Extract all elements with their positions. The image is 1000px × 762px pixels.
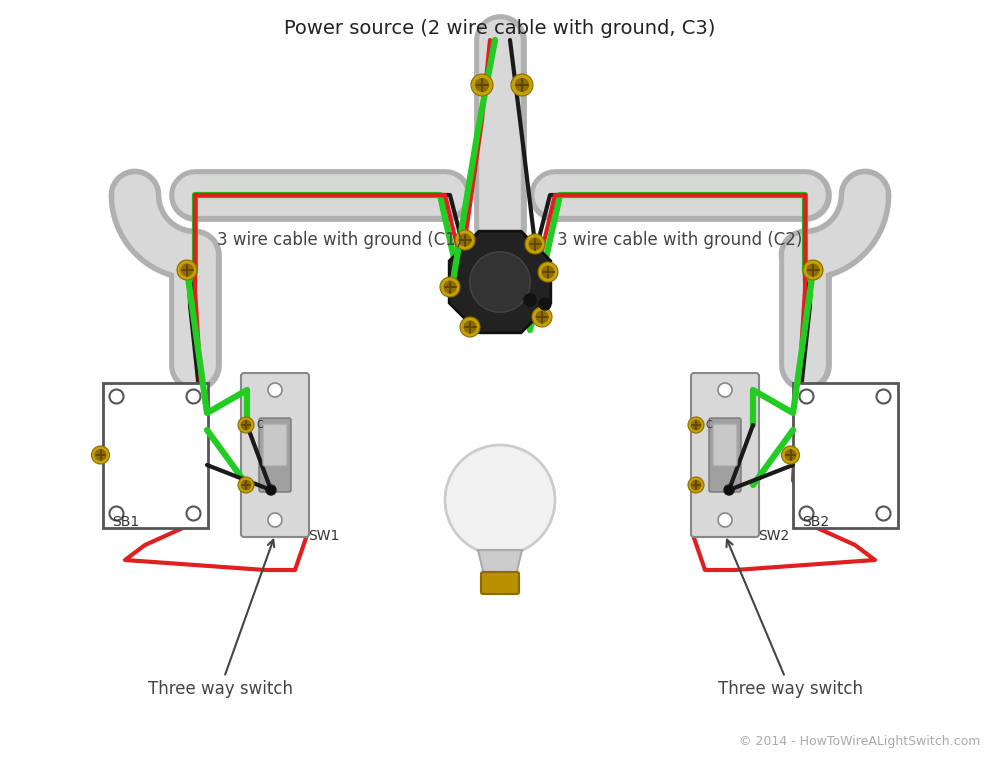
Circle shape	[718, 383, 732, 397]
Circle shape	[470, 251, 530, 312]
Circle shape	[455, 230, 475, 250]
Circle shape	[876, 389, 891, 404]
Text: SW1: SW1	[308, 529, 339, 543]
Circle shape	[268, 513, 282, 527]
Circle shape	[515, 78, 529, 91]
FancyBboxPatch shape	[263, 424, 287, 466]
Circle shape	[524, 294, 536, 306]
Circle shape	[525, 234, 545, 254]
Circle shape	[536, 311, 548, 323]
Circle shape	[268, 383, 282, 397]
Circle shape	[110, 507, 124, 520]
Text: 3 wire cable with ground (C1): 3 wire cable with ground (C1)	[217, 231, 463, 249]
Circle shape	[238, 477, 254, 493]
Circle shape	[718, 513, 732, 527]
Circle shape	[464, 321, 476, 333]
Text: C: C	[706, 420, 713, 430]
Circle shape	[460, 317, 480, 337]
Circle shape	[782, 446, 800, 464]
Circle shape	[440, 277, 460, 297]
Circle shape	[807, 264, 819, 276]
Text: SB2: SB2	[802, 516, 830, 530]
Circle shape	[688, 417, 704, 433]
Circle shape	[721, 451, 729, 459]
Circle shape	[187, 389, 201, 404]
Text: C: C	[256, 420, 263, 430]
Text: SB1: SB1	[113, 516, 140, 530]
Circle shape	[241, 480, 251, 490]
Circle shape	[691, 480, 701, 490]
Circle shape	[538, 262, 558, 282]
FancyBboxPatch shape	[481, 572, 519, 594]
Text: Power source (2 wire cable with ground, C3): Power source (2 wire cable with ground, …	[284, 18, 716, 37]
Circle shape	[511, 74, 533, 96]
Circle shape	[444, 281, 456, 293]
Text: Three way switch: Three way switch	[718, 539, 862, 698]
Polygon shape	[478, 550, 522, 575]
Circle shape	[181, 264, 193, 276]
Text: © 2014 - HowToWireALightSwitch.com: © 2014 - HowToWireALightSwitch.com	[739, 735, 980, 748]
Circle shape	[445, 445, 555, 555]
Circle shape	[724, 485, 734, 495]
Text: Three way switch: Three way switch	[148, 539, 293, 698]
Circle shape	[785, 450, 796, 460]
Text: 3 wire cable with ground (C2): 3 wire cable with ground (C2)	[557, 231, 803, 249]
Circle shape	[800, 389, 814, 404]
Circle shape	[459, 234, 471, 246]
FancyBboxPatch shape	[241, 373, 309, 537]
Circle shape	[95, 450, 106, 460]
Circle shape	[876, 507, 891, 520]
Circle shape	[110, 389, 124, 404]
Circle shape	[475, 78, 489, 91]
Bar	[792, 383, 898, 527]
Circle shape	[800, 507, 814, 520]
Circle shape	[529, 238, 541, 250]
Circle shape	[177, 260, 197, 280]
Circle shape	[691, 420, 701, 430]
Circle shape	[187, 507, 201, 520]
Circle shape	[688, 477, 704, 493]
Text: SW2: SW2	[758, 529, 789, 543]
FancyBboxPatch shape	[691, 373, 759, 537]
FancyBboxPatch shape	[709, 418, 741, 492]
Circle shape	[803, 260, 823, 280]
Circle shape	[92, 446, 110, 464]
Circle shape	[271, 451, 279, 459]
Circle shape	[532, 307, 552, 327]
Circle shape	[241, 420, 251, 430]
Circle shape	[471, 74, 493, 96]
Polygon shape	[449, 231, 551, 333]
Circle shape	[266, 485, 276, 495]
Circle shape	[238, 417, 254, 433]
FancyBboxPatch shape	[713, 424, 737, 466]
Circle shape	[542, 266, 554, 278]
FancyBboxPatch shape	[259, 418, 291, 492]
Circle shape	[539, 298, 551, 310]
Bar	[103, 383, 208, 527]
